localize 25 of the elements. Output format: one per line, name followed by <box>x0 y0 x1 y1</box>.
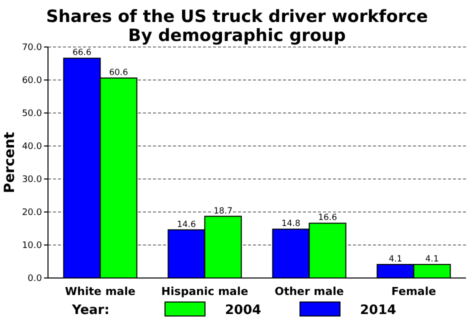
y-tick-label: 20.0 <box>22 208 42 218</box>
chart-title: Shares of the US truck driver workforce <box>46 7 428 27</box>
y-tick-label: 60.0 <box>22 76 42 86</box>
x-tick-label: Other male <box>274 285 344 298</box>
y-tick-label: 50.0 <box>22 109 42 120</box>
data-label: 60.6 <box>109 68 128 78</box>
y-tick-label: 40.0 <box>22 142 42 152</box>
x-tick-label: White male <box>65 285 136 298</box>
y-tick-label: 0.0 <box>28 274 42 284</box>
y-tick-label: 70.0 <box>22 43 42 54</box>
legend-label: 2014 <box>360 303 396 318</box>
data-label: 4.1 <box>388 254 402 264</box>
data-label: 16.6 <box>318 213 338 224</box>
y-tick-label: 30.0 <box>22 175 42 186</box>
y-tick-label: 10.0 <box>22 241 42 252</box>
legend-label: 2004 <box>225 303 262 318</box>
y-axis-title: Percent <box>2 132 18 194</box>
legend-title: Year: <box>71 303 110 318</box>
data-label: 4.1 <box>425 254 439 264</box>
chart-subtitle: By demographic group <box>128 26 346 46</box>
x-tick-label: Female <box>391 285 436 298</box>
data-label: 14.8 <box>281 219 300 230</box>
data-label: 14.6 <box>176 220 196 230</box>
x-tick-label: Hispanic male <box>161 285 248 298</box>
data-label: 66.6 <box>72 48 92 58</box>
